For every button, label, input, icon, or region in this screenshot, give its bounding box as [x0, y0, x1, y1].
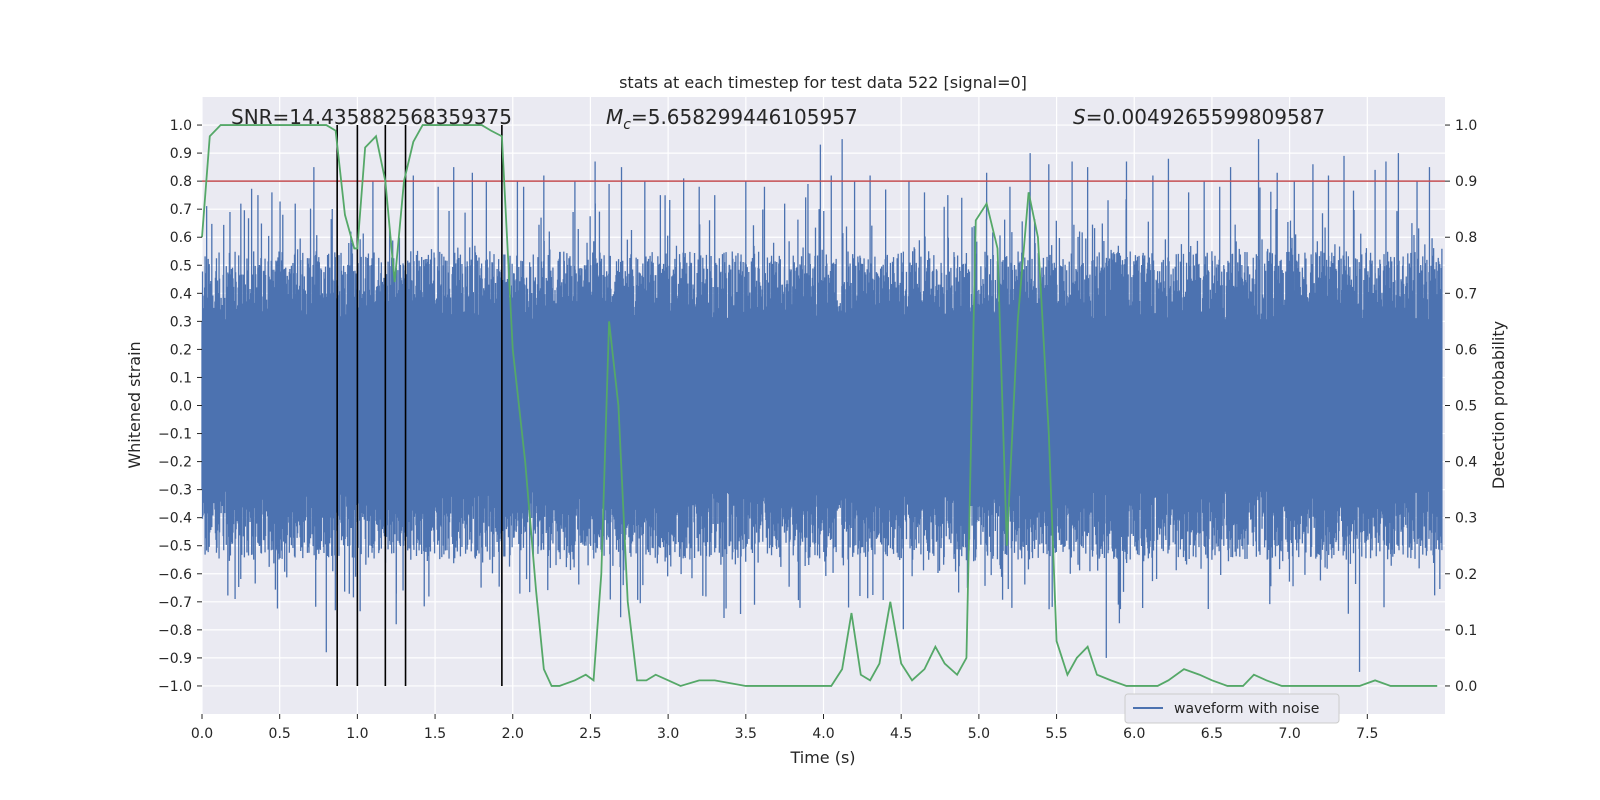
chirp-mass-annotation: Mc=5.658299446105957: [606, 105, 858, 133]
x-tick-label: 4.5: [890, 726, 912, 742]
y-right-tick-label: 0.2: [1455, 567, 1477, 583]
y-left-tick-label: 0.0: [170, 399, 192, 415]
y-right-tick-label: 0.7: [1455, 286, 1477, 302]
y-right-tick-label: 1.0: [1455, 118, 1477, 134]
y-left-tick-label: 0.8: [170, 174, 192, 190]
x-tick-label: 4.0: [812, 726, 834, 742]
y-left-tick-label: 0.1: [170, 370, 192, 386]
y-right-tick-label: 0.0: [1455, 679, 1477, 695]
x-tick-label: 1.0: [346, 726, 368, 742]
y-left-tick-label: −0.7: [158, 595, 192, 611]
y-left-tick-label: 1.0: [170, 118, 192, 134]
y-right-tick-label: 0.5: [1455, 399, 1477, 415]
chirp-mass-subscript: c: [623, 117, 631, 133]
legend-label-waveform: waveform with noise: [1174, 701, 1319, 717]
s-statistic-symbol: S: [1073, 105, 1086, 129]
x-tick-label: 2.5: [579, 726, 601, 742]
x-tick-label: 5.5: [1045, 726, 1067, 742]
s-statistic-annotation: S=0.0049265599809587: [1073, 105, 1325, 129]
chirp-mass-value: =5.658299446105957: [631, 105, 858, 129]
y-left-tick-label: −0.6: [158, 567, 192, 583]
x-tick-label: 7.5: [1356, 726, 1378, 742]
y-right-tick-label: 0.6: [1455, 342, 1477, 358]
detection-markers: [336, 125, 503, 686]
y-right-tick-label: 0.3: [1455, 511, 1477, 527]
x-tick-label: 0.0: [191, 726, 213, 742]
y-right-axis-label: Detection probability: [1489, 321, 1508, 489]
x-tick-label: 5.0: [968, 726, 990, 742]
chirp-mass-symbol: M: [606, 105, 623, 129]
chart-title: stats at each timestep for test data 522…: [619, 73, 1027, 92]
x-tick-label: 0.5: [269, 726, 291, 742]
y-left-tick-label: 0.4: [170, 286, 192, 302]
y-left-tick-label: −0.1: [158, 427, 192, 443]
y-left-tick-label: 0.6: [170, 230, 192, 246]
y-left-tick-label: −0.9: [158, 651, 192, 667]
detection-probability-line: [201, 124, 1438, 687]
x-tick-label: 3.0: [657, 726, 679, 742]
y-left-tick-label: 0.5: [170, 258, 192, 274]
x-axis-label: Time (s): [789, 748, 855, 767]
s-statistic-value: =0.0049265599809587: [1086, 105, 1325, 129]
y-right-tick-label: 0.1: [1455, 623, 1477, 639]
y-left-tick-label: −0.2: [158, 455, 192, 471]
legend: waveform with noise: [1124, 693, 1340, 724]
x-tick-label: 6.5: [1201, 726, 1223, 742]
y-left-tick-label: 0.2: [170, 342, 192, 358]
y-left-tick-label: 0.3: [170, 314, 192, 330]
y-left-tick-label: −1.0: [158, 679, 192, 695]
y-right-tick-label: 0.4: [1455, 455, 1477, 471]
y-left-tick-label: 0.9: [170, 146, 192, 162]
x-tick-label: 6.0: [1123, 726, 1145, 742]
x-tick-label: 3.5: [735, 726, 757, 742]
y-left-tick-label: 0.7: [170, 202, 192, 218]
y-right-tick-label: 0.8: [1455, 230, 1477, 246]
legend-box: [1124, 693, 1340, 724]
y-left-tick-label: −0.8: [158, 623, 192, 639]
snr-annotation: SNR=14.435882568359375: [231, 105, 512, 129]
y-left-axis-ticks: 1.0 0.9 0.8 0.7 0.6 0.5 0.4 0.3 0.2 0.1 0.0 −0.1 −0.…: [158, 118, 202, 695]
y-left-tick-label: −0.4: [158, 511, 192, 527]
y-left-axis-label: Whitened strain: [125, 341, 144, 468]
y-right-axis-ticks: 1.0 0.9 0.8 0.7 0.6 0.5 0.4 0.3 0.2 0.1 0.0: [1445, 118, 1477, 695]
y-left-tick-label: −0.3: [158, 483, 192, 499]
x-tick-label: 1.5: [424, 726, 446, 742]
y-left-tick-label: −0.5: [158, 539, 192, 555]
x-tick-label: 7.0: [1278, 726, 1300, 742]
x-tick-label: 2.0: [502, 726, 524, 742]
x-axis-ticks: 0.0 0.5 1.0 1.5 2.0 2.5 3.0 3.5 4.0 4.5 5.0 5.5 6.0 6…: [191, 714, 1378, 742]
y-right-tick-label: 0.9: [1455, 174, 1477, 190]
